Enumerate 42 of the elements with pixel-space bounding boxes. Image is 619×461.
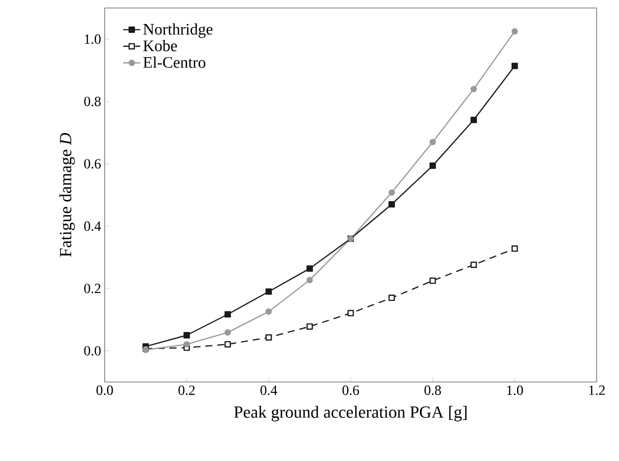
x-tick-label: 1.0 <box>507 386 523 396</box>
legend-label: Northridge <box>143 23 212 38</box>
point <box>184 332 190 338</box>
point <box>512 28 518 35</box>
legend-label: Kobe <box>143 40 177 52</box>
point <box>470 86 477 92</box>
y-tick-label: 1.0 <box>84 34 101 44</box>
point <box>430 138 436 146</box>
point <box>224 341 231 348</box>
point <box>266 288 272 295</box>
x-tick-label: 0.2 <box>178 386 195 396</box>
x-tick-label: 1.2 <box>589 386 605 395</box>
point <box>430 278 436 284</box>
y-tick-label: 0.0 <box>84 346 101 356</box>
y-tick-label: 0.8 <box>84 96 101 106</box>
point <box>184 341 190 348</box>
x-tick-label: 0.6 <box>342 386 360 396</box>
point <box>306 265 313 272</box>
point <box>388 294 395 302</box>
point <box>266 308 272 315</box>
x-tick-label: 0.0 <box>96 386 113 396</box>
point <box>306 276 313 284</box>
point <box>388 201 395 208</box>
point <box>512 245 518 252</box>
point <box>348 310 354 316</box>
point <box>470 262 477 268</box>
y-tick-label: 0.2 <box>84 284 100 294</box>
x-tick-label: 0.8 <box>424 386 441 396</box>
y-axis-title: Fatigue damage D <box>59 132 75 257</box>
point <box>306 323 313 330</box>
x-tick-label: 0.4 <box>260 386 278 396</box>
y-tick-label: 0.6 <box>84 159 101 169</box>
y-tick-label: 0.4 <box>84 221 101 231</box>
legend-label: El-Centro <box>143 56 206 68</box>
point <box>470 116 477 124</box>
point <box>512 62 518 70</box>
point <box>224 329 231 336</box>
point <box>266 334 272 341</box>
point <box>388 189 395 196</box>
point <box>224 311 231 318</box>
point <box>430 162 436 169</box>
x-axis-title: Peak ground acceleration PGA [g] <box>234 406 467 422</box>
